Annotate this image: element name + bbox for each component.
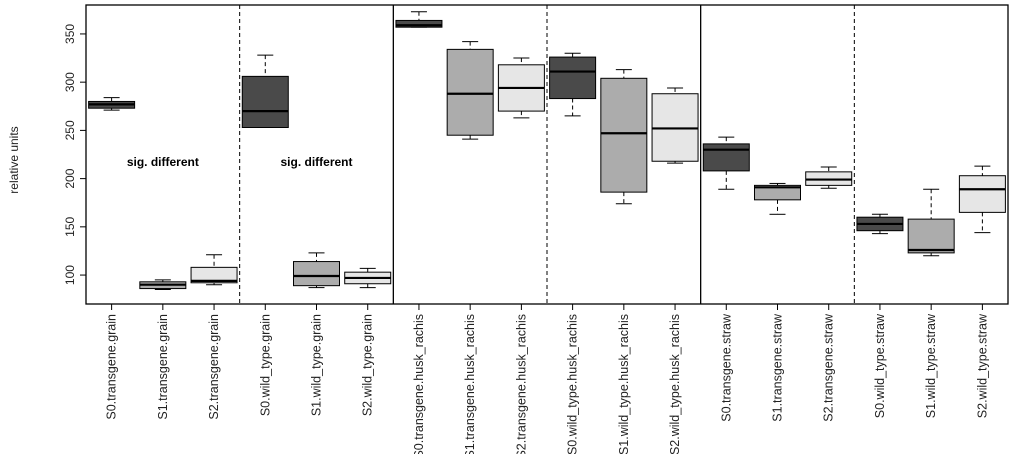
annotation-sig-different-2: sig. different (280, 155, 352, 169)
iqr-box (958, 175, 1006, 213)
y-tick-label-150: 150 (63, 217, 77, 237)
iqr-box (907, 218, 955, 254)
x-tick-label-S0.transgene.straw: S0.transgene.straw (719, 313, 733, 422)
iqr-box (293, 261, 340, 287)
y-tick-label-350: 350 (63, 24, 77, 44)
box-S0.wild_type.straw (856, 213, 904, 235)
y-tick-label-300: 300 (63, 72, 77, 92)
x-tick-label-S1.transgene.grain: S1.transgene.grain (156, 314, 170, 420)
box-S1.wild_type.husk_rachis (600, 69, 648, 205)
x-tick-label-S1.wild_type.straw: S1.wild_type.straw (924, 313, 938, 418)
box-S1.wild_type.straw (907, 188, 955, 257)
box-S1.transgene.grain (139, 279, 187, 291)
box-S2.wild_type.straw (958, 165, 1006, 234)
y-tick-label-250: 250 (63, 120, 77, 140)
y-tick-label-200: 200 (63, 168, 77, 188)
iqr-box (241, 75, 289, 128)
iqr-box (190, 266, 238, 284)
box-S0.transgene.straw (702, 136, 750, 190)
x-tick-label-S1.transgene.straw: S1.transgene.straw (771, 313, 785, 422)
iqr-box (395, 19, 443, 28)
box-S0.wild_type.grain (241, 54, 289, 128)
box-S2.transgene.husk_rachis (497, 57, 545, 119)
box-S2.transgene.grain (190, 254, 238, 286)
x-tick-label-S2.wild_type.grain: S2.wild_type.grain (361, 314, 375, 416)
x-tick-label-S0.transgene.grain: S0.transgene.grain (105, 314, 119, 420)
plot-area: 100 150 200 250 300 350 S0.transgene.grain S1.t… (63, 4, 1009, 454)
iqr-box (600, 77, 648, 193)
iqr-box (446, 48, 494, 136)
box-S0.transgene.grain (88, 97, 136, 111)
x-tick-label-S0.wild_type.grain: S0.wild_type.grain (258, 314, 272, 416)
y-tick-label-100: 100 (63, 265, 77, 285)
x-tick-label-S1.wild_type.husk_rachis: S1.wild_type.husk_rachis (617, 314, 631, 454)
x-tick-label-S2.transgene.straw: S2.transgene.straw (822, 313, 836, 422)
iqr-box (702, 143, 750, 172)
box-S1.wild_type.grain (293, 252, 340, 289)
x-tick-label-S0.transgene.husk_rachis: S0.transgene.husk_rachis (412, 314, 426, 454)
box-S0.transgene.husk_rachis (395, 11, 443, 28)
x-tick-label-S1.wild_type.grain: S1.wild_type.grain (310, 314, 324, 416)
box-S2.wild_type.grain (344, 267, 392, 289)
x-tick-label-S2.transgene.husk_rachis: S2.transgene.husk_rachis (514, 314, 528, 454)
box-S0.wild_type.husk_rachis (549, 52, 597, 117)
box-S2.wild_type.husk_rachis (651, 87, 699, 164)
x-tick-label-S2.transgene.grain: S2.transgene.grain (207, 314, 221, 420)
y-axis-label: relative units (7, 126, 21, 193)
box-S1.transgene.straw (754, 182, 801, 215)
x-tick-label-S0.wild_type.straw: S0.wild_type.straw (873, 313, 887, 418)
iqr-box (754, 184, 801, 201)
x-tick-label-S1.transgene.husk_rachis: S1.transgene.husk_rachis (463, 314, 477, 454)
x-tick-label-S2.wild_type.straw: S2.wild_type.straw (975, 313, 989, 418)
box-S1.transgene.husk_rachis (446, 41, 494, 140)
annotation-sig-different-1: sig. different (127, 155, 199, 169)
x-tick-label-S2.wild_type.husk_rachis: S2.wild_type.husk_rachis (668, 314, 682, 454)
box-S2.transgene.straw (805, 166, 853, 189)
iqr-box (549, 56, 597, 100)
x-tick-label-S0.wild_type.husk_rachis: S0.wild_type.husk_rachis (566, 314, 580, 454)
